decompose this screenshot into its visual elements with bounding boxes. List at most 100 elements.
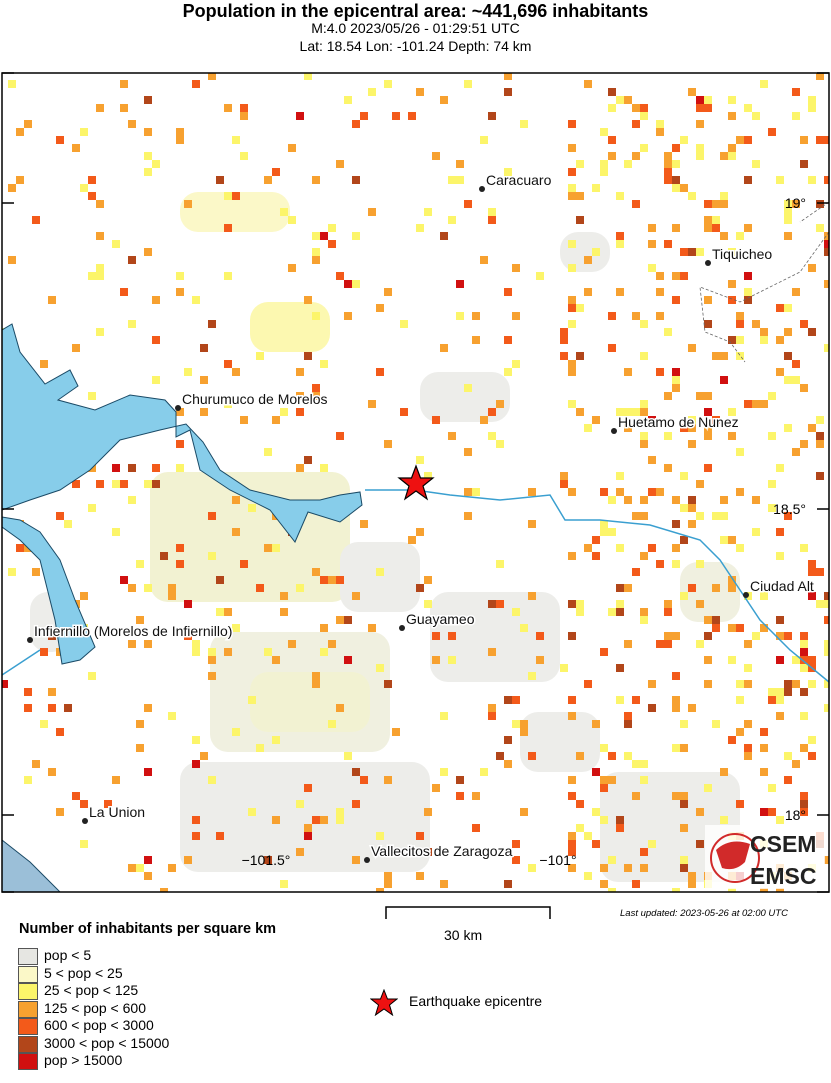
population-cell [192, 760, 200, 768]
population-cell [448, 656, 456, 664]
population-cell [312, 176, 320, 184]
population-cell [368, 624, 376, 632]
population-cell [472, 824, 480, 832]
population-cell [680, 824, 688, 832]
population-cell [488, 712, 496, 720]
population-cell [184, 368, 192, 376]
population-map[interactable]: Caracuaro Tiquicheo Churumuco de Morelos Hu… [0, 72, 831, 894]
population-cell [616, 584, 624, 592]
epicentre-star-icon[interactable] [397, 464, 435, 501]
population-cell [56, 808, 64, 816]
city-label: La Union [89, 804, 145, 820]
population-cell [624, 640, 632, 648]
population-cell [640, 552, 648, 560]
population-cell [688, 704, 696, 712]
population-cell [576, 824, 584, 832]
population-cell [112, 480, 120, 488]
population-cell [488, 112, 496, 120]
population-cell [608, 528, 616, 536]
population-cell [784, 208, 792, 216]
population-cell [776, 336, 784, 344]
population-cell [672, 888, 680, 892]
population-cell [800, 160, 808, 168]
city-label: Tiquicheo [712, 246, 772, 262]
population-cell [96, 272, 104, 280]
population-cell [656, 128, 664, 136]
population-cell [592, 248, 600, 256]
population-cell [128, 256, 136, 264]
population-cell [456, 176, 464, 184]
population-cell [616, 664, 624, 672]
population-cell [464, 80, 472, 88]
population-cell [672, 296, 680, 304]
sea [2, 839, 61, 892]
population-cell [240, 104, 248, 112]
population-cell [792, 200, 800, 208]
population-cell [808, 176, 816, 184]
population-cell [728, 296, 736, 304]
population-cell [72, 344, 80, 352]
population-cell [152, 296, 160, 304]
population-cell [336, 272, 344, 280]
population-cell [144, 480, 152, 488]
population-cell [664, 328, 672, 336]
population-cell [808, 736, 816, 744]
population-cell [488, 600, 496, 608]
lon-tick-101: −101° [539, 852, 576, 868]
population-cell [128, 864, 136, 872]
population-cell [816, 432, 824, 440]
population-cell [216, 832, 224, 840]
population-cell [600, 880, 608, 888]
population-cell [720, 352, 728, 360]
population-cell [216, 576, 224, 584]
population-cell [696, 96, 704, 104]
population-cell [608, 752, 616, 760]
population-cell [784, 376, 792, 384]
population-cell [368, 88, 376, 96]
population-cell [120, 288, 128, 296]
population-cell [216, 608, 224, 616]
population-cell [688, 504, 696, 512]
population-cell [736, 336, 744, 344]
population-cell [440, 712, 448, 720]
population-cell [360, 112, 368, 120]
population-cell [632, 792, 640, 800]
population-cell [728, 584, 736, 592]
population-cell [128, 120, 136, 128]
population-cell [456, 792, 464, 800]
population-cell [800, 440, 808, 448]
population-cell [704, 296, 712, 304]
population-cell [272, 656, 280, 664]
population-cell [784, 200, 792, 208]
event-location: Lat: 18.54 Lon: -101.24 Depth: 74 km [299, 38, 532, 54]
population-cell [760, 744, 768, 752]
population-cell [672, 176, 680, 184]
population-cell [376, 832, 384, 840]
population-cell [784, 632, 792, 640]
population-cell [688, 496, 696, 504]
population-cell [752, 320, 760, 328]
population-cell [264, 856, 272, 864]
population-cell [800, 320, 808, 328]
population-cell [168, 864, 176, 872]
population-cell [704, 408, 712, 416]
city-label: Infiernillo (Morelos de Infiernillo) [34, 623, 232, 639]
population-cell [568, 304, 576, 312]
population-cell [816, 416, 824, 424]
population-cell [88, 272, 96, 280]
population-cell [232, 192, 240, 200]
population-cell [720, 816, 728, 824]
population-cell [640, 400, 648, 408]
population-cell [304, 73, 312, 80]
legend-swatch [18, 965, 38, 983]
population-cell [760, 80, 768, 88]
population-cell [656, 368, 664, 376]
city-dot [705, 260, 711, 266]
population-cell [648, 488, 656, 496]
population-cell [256, 744, 264, 752]
population-cell [760, 624, 768, 632]
population-cell [384, 440, 392, 448]
population-cell [304, 296, 312, 304]
population-cell [584, 872, 592, 880]
population-cell [648, 704, 656, 712]
